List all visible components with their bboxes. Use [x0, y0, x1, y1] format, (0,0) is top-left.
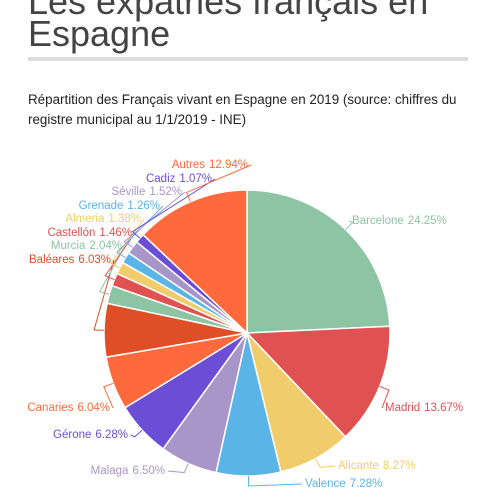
slice-label: Madrid 13.67% [385, 402, 463, 414]
slice-value: 12.94% [209, 159, 248, 171]
slice-label: Malaga 6.50% [91, 465, 165, 477]
slice-category: Canaries [27, 402, 73, 414]
leader-line [247, 475, 303, 487]
slice-label: Murcia 2.04% [51, 240, 122, 252]
pie-slice [245, 325, 391, 438]
leader-line [130, 429, 143, 438]
heading-line: Les expatriés français en [28, 0, 429, 22]
leader-line [379, 385, 390, 409]
slice-label: Autres 12.94% [172, 159, 248, 171]
slice-value: 24.25% [408, 215, 447, 227]
slice-label: Baléares 6.03% [29, 254, 111, 266]
slice-label: Grenade 1.26% [79, 200, 160, 212]
leader-line [131, 178, 216, 239]
slice-value: 1.38% [108, 213, 141, 225]
slice-value: 1.07% [179, 173, 212, 185]
slice-category: Cadiz [146, 173, 176, 185]
leader-line [93, 259, 115, 331]
slice-label: Cadiz 1.07% [146, 173, 212, 185]
slice-value: 6.03% [78, 254, 111, 266]
leader-line [185, 164, 252, 202]
slice-value: 1.52% [149, 186, 182, 198]
leader-line [103, 382, 114, 409]
pie-slice [246, 189, 391, 334]
slice-category: Valence [305, 478, 346, 490]
leader-line [167, 463, 189, 474]
leader-line [98, 245, 126, 295]
slice-category: Séville [112, 186, 146, 198]
slice-category: Baléares [29, 254, 75, 266]
slice-category: Malaga [91, 465, 129, 477]
slice-category: Almeria [65, 213, 105, 225]
slice-category: Madrid [385, 402, 420, 414]
slice-category: Murcia [51, 240, 86, 252]
slice-label: Alicante 8.27% [338, 460, 416, 472]
slice-label: Séville 1.52% [112, 186, 183, 198]
slice-label: Gérone 6.28% [53, 429, 128, 441]
slice-value: 1.26% [127, 200, 160, 212]
slice-value: 13.67% [424, 402, 463, 414]
slice-value: 1.46% [99, 227, 132, 239]
heading-line: Espagne [28, 13, 171, 54]
slice-category: Grenade [79, 200, 124, 212]
slice-value: 6.04% [77, 402, 110, 414]
slice-category: Alicante [338, 460, 379, 472]
slice-value: 8.27% [383, 460, 416, 472]
leader-line [345, 220, 354, 230]
slice-label: Castellón 1.46% [47, 227, 132, 239]
slice-category: Gérone [53, 429, 91, 441]
slice-value: 2.04% [89, 240, 122, 252]
slice-label: Canaries 6.04% [27, 402, 110, 414]
slice-category: Autres [172, 159, 205, 171]
slice-value: 6.50% [132, 465, 165, 477]
slice-value: 7.28% [350, 478, 383, 490]
slice-label: Almeria 1.38% [65, 213, 141, 225]
leader-line [109, 218, 145, 269]
leader-line [123, 191, 186, 248]
slice-label: Valence 7.28% [305, 478, 382, 490]
slice-label: Barcelone 24.25% [352, 215, 447, 227]
slice-category: Castellón [47, 227, 95, 239]
chart-title: Répartition des Français vivant en Espag… [28, 92, 457, 127]
divider [28, 57, 468, 61]
slice-value: 6.28% [95, 429, 128, 441]
slice-category: Barcelone [352, 215, 404, 227]
leader-line [314, 458, 336, 468]
leader-line [104, 232, 136, 281]
